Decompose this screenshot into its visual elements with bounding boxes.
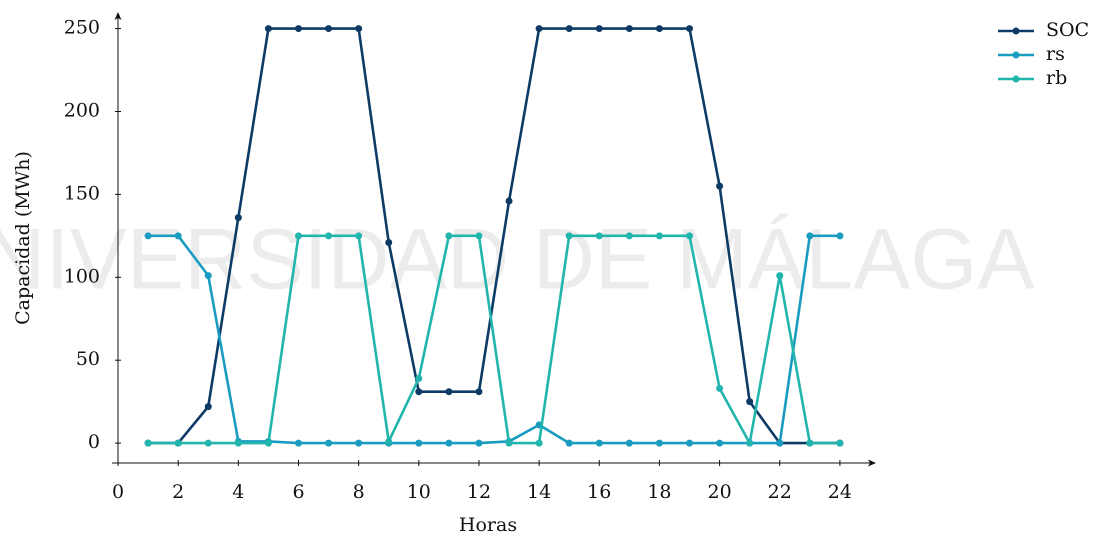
data-point <box>595 25 603 33</box>
data-point <box>716 439 724 447</box>
data-point <box>385 238 393 246</box>
x-axis-arrow <box>868 459 876 467</box>
y-tick-label: 150 <box>64 182 100 204</box>
x-tick-label: 24 <box>828 481 852 503</box>
y-tick-label: 50 <box>76 348 100 370</box>
data-point <box>204 272 212 280</box>
x-tick-label: 22 <box>768 481 792 503</box>
data-point <box>294 232 302 240</box>
data-point <box>475 439 483 447</box>
data-point <box>294 25 302 33</box>
x-tick-label: 16 <box>587 481 611 503</box>
data-point <box>264 25 272 33</box>
data-point <box>144 439 152 447</box>
data-point <box>716 384 724 392</box>
legend-marker <box>1012 27 1020 35</box>
series-line <box>148 234 840 445</box>
data-point <box>836 232 844 240</box>
series-line <box>148 27 840 445</box>
x-tick-label: 20 <box>707 481 731 503</box>
legend-label: rs <box>1046 43 1065 65</box>
data-point <box>686 439 694 447</box>
y-axis-label: Capacidad (MWh) <box>12 151 34 325</box>
data-point <box>836 439 844 447</box>
data-point <box>686 232 694 240</box>
data-point <box>415 388 423 396</box>
data-point <box>294 439 302 447</box>
legend-marker <box>1012 51 1020 59</box>
data-point <box>565 25 573 33</box>
data-point <box>716 182 724 190</box>
data-point <box>385 437 393 445</box>
data-point <box>505 197 513 205</box>
data-point <box>475 388 483 396</box>
x-tick-label: 0 <box>112 481 124 503</box>
data-point <box>475 232 483 240</box>
data-point <box>655 232 663 240</box>
data-point <box>325 439 333 447</box>
data-point <box>625 232 633 240</box>
legend-marker <box>1012 75 1020 83</box>
data-point <box>355 439 363 447</box>
data-point <box>325 232 333 240</box>
data-point <box>264 439 272 447</box>
data-point <box>144 232 152 240</box>
data-point <box>174 232 182 240</box>
data-point <box>415 439 423 447</box>
x-tick-label: 18 <box>647 481 671 503</box>
x-tick-label: 12 <box>467 481 491 503</box>
data-point <box>655 25 663 33</box>
x-tick-label: 2 <box>172 481 184 503</box>
data-point <box>204 403 212 411</box>
data-point <box>565 439 573 447</box>
data-point <box>234 214 242 222</box>
legend-label: rb <box>1046 67 1067 89</box>
data-point <box>806 439 814 447</box>
data-point <box>355 25 363 33</box>
data-point <box>355 232 363 240</box>
data-point <box>445 388 453 396</box>
y-tick-label: 200 <box>64 99 100 121</box>
data-point <box>535 439 543 447</box>
data-point <box>505 439 513 447</box>
y-axis-arrow <box>114 12 122 20</box>
x-tick-label: 6 <box>292 481 304 503</box>
data-point <box>776 272 784 280</box>
data-point <box>595 232 603 240</box>
series-line <box>148 234 840 445</box>
data-point <box>204 439 212 447</box>
data-point <box>234 439 242 447</box>
data-point <box>325 25 333 33</box>
data-point <box>174 439 182 447</box>
data-point <box>565 232 573 240</box>
data-point <box>655 439 663 447</box>
x-tick-label: 8 <box>353 481 365 503</box>
data-point <box>625 25 633 33</box>
watermark: UNIVERSIDAD DE MÁLAGA <box>0 212 1035 308</box>
data-point <box>776 439 784 447</box>
data-point <box>535 25 543 33</box>
data-point <box>686 25 694 33</box>
y-tick-label: 0 <box>88 431 100 453</box>
legend-label: SOC <box>1046 19 1089 41</box>
x-tick-label: 4 <box>232 481 244 503</box>
y-tick-label: 250 <box>64 17 100 39</box>
x-tick-label: 14 <box>527 481 551 503</box>
data-point <box>445 232 453 240</box>
y-tick-label: 100 <box>64 265 100 287</box>
data-point <box>746 398 754 406</box>
data-point <box>806 232 814 240</box>
data-point <box>746 439 754 447</box>
data-point <box>445 439 453 447</box>
x-tick-label: 10 <box>407 481 431 503</box>
data-point <box>415 374 423 382</box>
data-point <box>595 439 603 447</box>
x-axis-label: Horas <box>459 514 517 536</box>
data-point <box>625 439 633 447</box>
